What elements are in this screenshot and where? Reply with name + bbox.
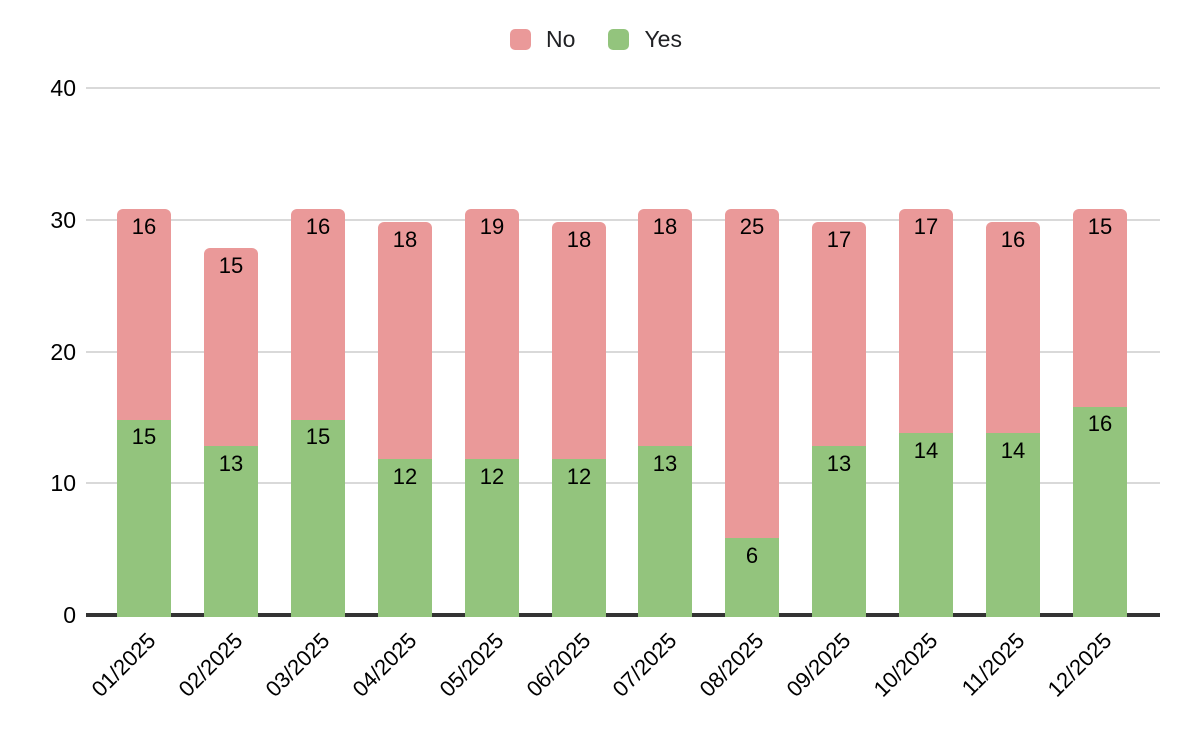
bar-value-label-yes-02/2025: 13 [218, 451, 244, 476]
bar-segment-no-10/2025[interactable] [899, 209, 953, 433]
bar-segment-yes-01/2025[interactable] [117, 419, 171, 617]
bar-value-label-yes-07/2025: 13 [652, 451, 678, 476]
bar-segment-no-12/2025[interactable] [1073, 209, 1127, 407]
y-tick-label-0: 0 [63, 602, 76, 628]
bar-segment-no-11/2025[interactable] [986, 222, 1040, 433]
bar-segment-yes-09/2025[interactable] [812, 446, 866, 617]
bar-value-label-yes-11/2025: 14 [1000, 438, 1026, 463]
legend-label-no: No [546, 26, 576, 52]
y-tick-label-10: 10 [50, 470, 76, 496]
bar-value-label-yes-12/2025: 16 [1087, 411, 1113, 436]
bar-value-label-yes-05/2025: 12 [479, 464, 505, 489]
gridline-y-40 [86, 87, 1160, 89]
bar-value-label-no-11/2025: 16 [1000, 227, 1026, 252]
legend-swatch-no-icon [510, 28, 532, 50]
bar-segment-no-07/2025[interactable] [638, 209, 692, 446]
bar-value-label-no-09/2025: 17 [826, 227, 852, 252]
bar-value-label-yes-01/2025: 15 [131, 424, 157, 449]
bar-value-label-no-07/2025: 18 [652, 214, 678, 239]
chart-legend: No Yes [0, 26, 1192, 52]
bar-value-label-no-02/2025: 15 [218, 253, 244, 278]
bar-value-label-no-04/2025: 18 [392, 227, 418, 252]
bar-value-label-no-08/2025: 25 [739, 214, 765, 239]
y-tick-label-30: 30 [50, 207, 76, 233]
bar-segment-no-08/2025[interactable] [725, 209, 779, 538]
bar-value-label-yes-06/2025: 12 [566, 464, 592, 489]
bar-segment-yes-06/2025[interactable] [552, 459, 606, 617]
bar-value-label-yes-04/2025: 12 [392, 464, 418, 489]
gridline-y-20 [86, 351, 1160, 353]
bar-value-label-no-12/2025: 15 [1087, 214, 1113, 239]
bar-segment-no-05/2025[interactable] [465, 209, 519, 459]
bar-segment-no-04/2025[interactable] [378, 222, 432, 459]
bar-segment-no-06/2025[interactable] [552, 222, 606, 459]
legend-label-yes: Yes [644, 26, 682, 52]
bar-segment-yes-05/2025[interactable] [465, 459, 519, 617]
bar-value-label-yes-09/2025: 13 [826, 451, 852, 476]
bar-segment-yes-07/2025[interactable] [638, 446, 692, 617]
bar-value-label-yes-10/2025: 14 [913, 438, 939, 463]
bar-segment-no-09/2025[interactable] [812, 222, 866, 446]
bar-value-label-no-10/2025: 17 [913, 214, 939, 239]
bar-segment-yes-04/2025[interactable] [378, 459, 432, 617]
x-axis-line [86, 613, 1160, 617]
bar-segment-yes-10/2025[interactable] [899, 433, 953, 617]
bar-value-label-no-01/2025: 16 [131, 214, 157, 239]
bar-segment-yes-08/2025[interactable] [725, 538, 779, 617]
bar-value-label-no-05/2025: 19 [479, 214, 505, 239]
y-tick-label-40: 40 [50, 75, 76, 101]
bar-segment-yes-11/2025[interactable] [986, 433, 1040, 617]
bar-segment-no-03/2025[interactable] [291, 209, 345, 420]
bar-segment-no-02/2025[interactable] [204, 248, 258, 446]
bar-segment-no-01/2025[interactable] [117, 209, 171, 420]
bar-value-label-yes-08/2025: 6 [745, 543, 759, 568]
legend-swatch-yes-icon [608, 28, 630, 50]
bar-segment-yes-03/2025[interactable] [291, 419, 345, 617]
gridline-y-30 [86, 219, 1160, 221]
y-tick-label-20: 20 [50, 339, 76, 365]
gridline-y-10 [86, 482, 1160, 484]
bar-segment-yes-12/2025[interactable] [1073, 406, 1127, 617]
legend-item-yes[interactable]: Yes [608, 26, 682, 52]
bar-value-label-no-06/2025: 18 [566, 227, 592, 252]
bar-value-label-no-03/2025: 16 [305, 214, 331, 239]
bar-value-label-yes-03/2025: 15 [305, 424, 331, 449]
bar-segment-yes-02/2025[interactable] [204, 446, 258, 617]
legend-item-no[interactable]: No [510, 26, 575, 52]
